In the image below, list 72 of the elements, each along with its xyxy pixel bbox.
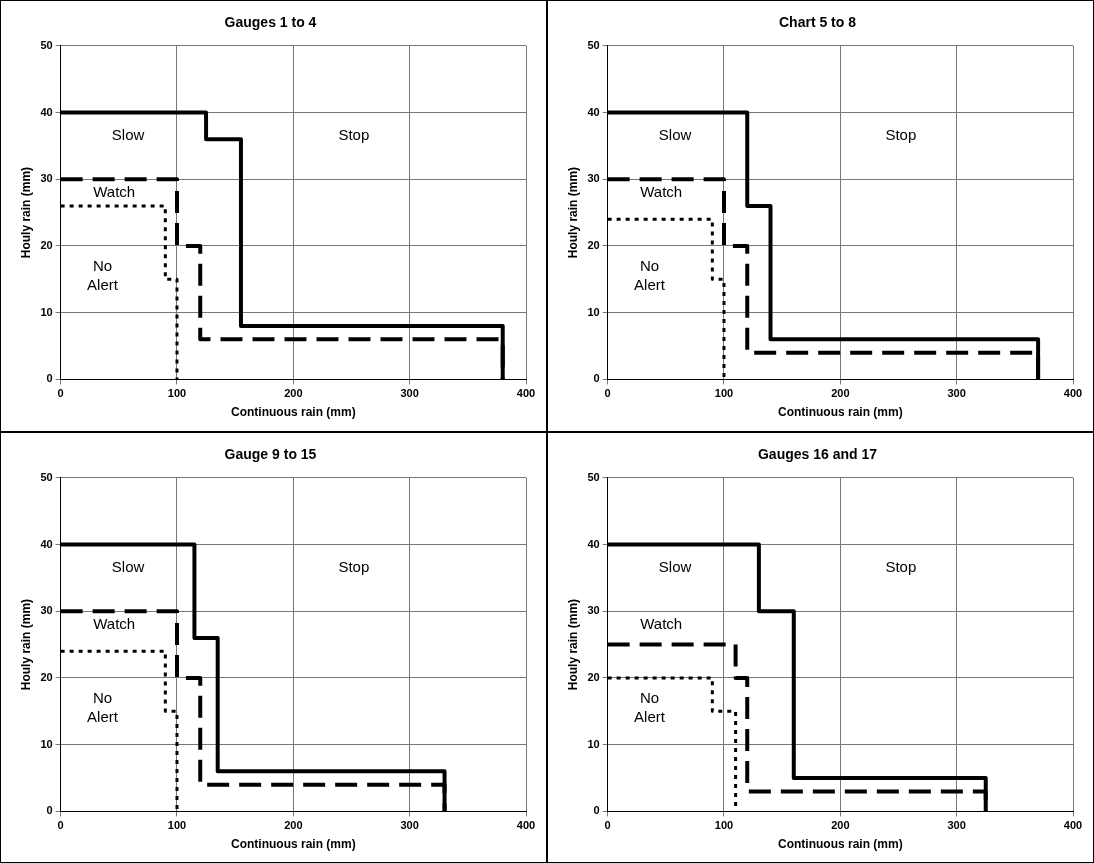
y-tick-label: 10: [587, 737, 600, 750]
x-axis-title: Continuous rain (mm): [777, 836, 903, 851]
y-tick-label: 50: [587, 38, 600, 51]
x-tick-label: 300: [400, 818, 419, 831]
annotation: Stop: [885, 126, 917, 144]
chart-title: Gauges 1 to 4: [224, 14, 317, 31]
y-tick-label: 50: [587, 470, 600, 483]
annotation: No Alert: [634, 256, 666, 293]
y-tick-label: 40: [587, 537, 600, 550]
x-tick-label: 400: [516, 387, 536, 400]
annotation: Watch: [640, 614, 683, 632]
annotation: Slow: [111, 126, 145, 144]
y-tick-label: 40: [40, 105, 53, 118]
annotation: Stop: [338, 557, 370, 575]
annotation: Slow: [111, 557, 145, 575]
x-tick-label: 0: [604, 387, 611, 400]
y-tick-label: 20: [587, 238, 600, 251]
x-tick-label: 400: [516, 818, 536, 831]
annotation: Slow: [658, 557, 692, 575]
annotation: Watch: [93, 614, 136, 632]
x-tick-label: 300: [947, 387, 966, 400]
x-tick-label: 100: [714, 387, 734, 400]
y-tick-label: 0: [593, 803, 600, 816]
y-tick-label: 40: [587, 105, 600, 118]
annotation: Watch: [640, 182, 683, 200]
x-tick-label: 200: [831, 818, 850, 831]
x-tick-label: 200: [831, 387, 850, 400]
chart-title: Chart 5 to 8: [778, 14, 857, 31]
x-tick-label: 200: [284, 387, 303, 400]
x-tick-label: 300: [400, 387, 419, 400]
y-tick-label: 10: [40, 737, 53, 750]
y-tick-label: 0: [46, 372, 53, 385]
chart-title: Gauges 16 and 17: [757, 445, 878, 462]
x-tick-label: 100: [714, 818, 734, 831]
y-tick-label: 20: [587, 670, 600, 683]
y-tick-label: 40: [40, 537, 53, 550]
y-tick-label: 10: [587, 305, 600, 318]
x-axis-title: Continuous rain (mm): [777, 405, 903, 420]
x-tick-label: 400: [1063, 818, 1083, 831]
y-tick-label: 0: [46, 803, 53, 816]
y-tick-label: 0: [593, 372, 600, 385]
y-tick-label: 30: [587, 172, 600, 185]
x-tick-label: 100: [167, 387, 187, 400]
y-tick-label: 20: [40, 238, 53, 251]
y-tick-label: 50: [40, 38, 53, 51]
x-tick-label: 100: [167, 818, 187, 831]
chart-title: Gauge 9 to 15: [224, 445, 317, 462]
y-tick-label: 10: [40, 305, 53, 318]
x-tick-label: 0: [57, 387, 64, 400]
y-axis-title: Houly rain (mm): [18, 166, 33, 259]
annotation: Slow: [658, 126, 692, 144]
x-axis-title: Continuous rain (mm): [230, 405, 356, 420]
annotation: No Alert: [634, 688, 666, 725]
x-tick-label: 400: [1063, 387, 1083, 400]
y-axis-title: Houly rain (mm): [565, 598, 580, 690]
y-tick-label: 20: [40, 670, 53, 683]
y-tick-label: 30: [587, 603, 600, 616]
annotation: Stop: [885, 557, 917, 575]
x-tick-label: 0: [57, 818, 64, 831]
x-tick-label: 200: [284, 818, 303, 831]
x-tick-label: 300: [947, 818, 966, 831]
annotation: Watch: [93, 182, 136, 200]
y-tick-label: 50: [40, 470, 53, 483]
annotation: Stop: [338, 126, 370, 144]
x-tick-label: 0: [604, 818, 611, 831]
y-tick-label: 30: [40, 172, 53, 185]
x-axis-title: Continuous rain (mm): [230, 836, 356, 851]
y-axis-title: Houly rain (mm): [565, 166, 580, 259]
y-axis-title: Houly rain (mm): [18, 598, 33, 690]
y-tick-label: 30: [40, 603, 53, 616]
annotation: No Alert: [87, 688, 119, 725]
annotation: No Alert: [87, 256, 119, 293]
